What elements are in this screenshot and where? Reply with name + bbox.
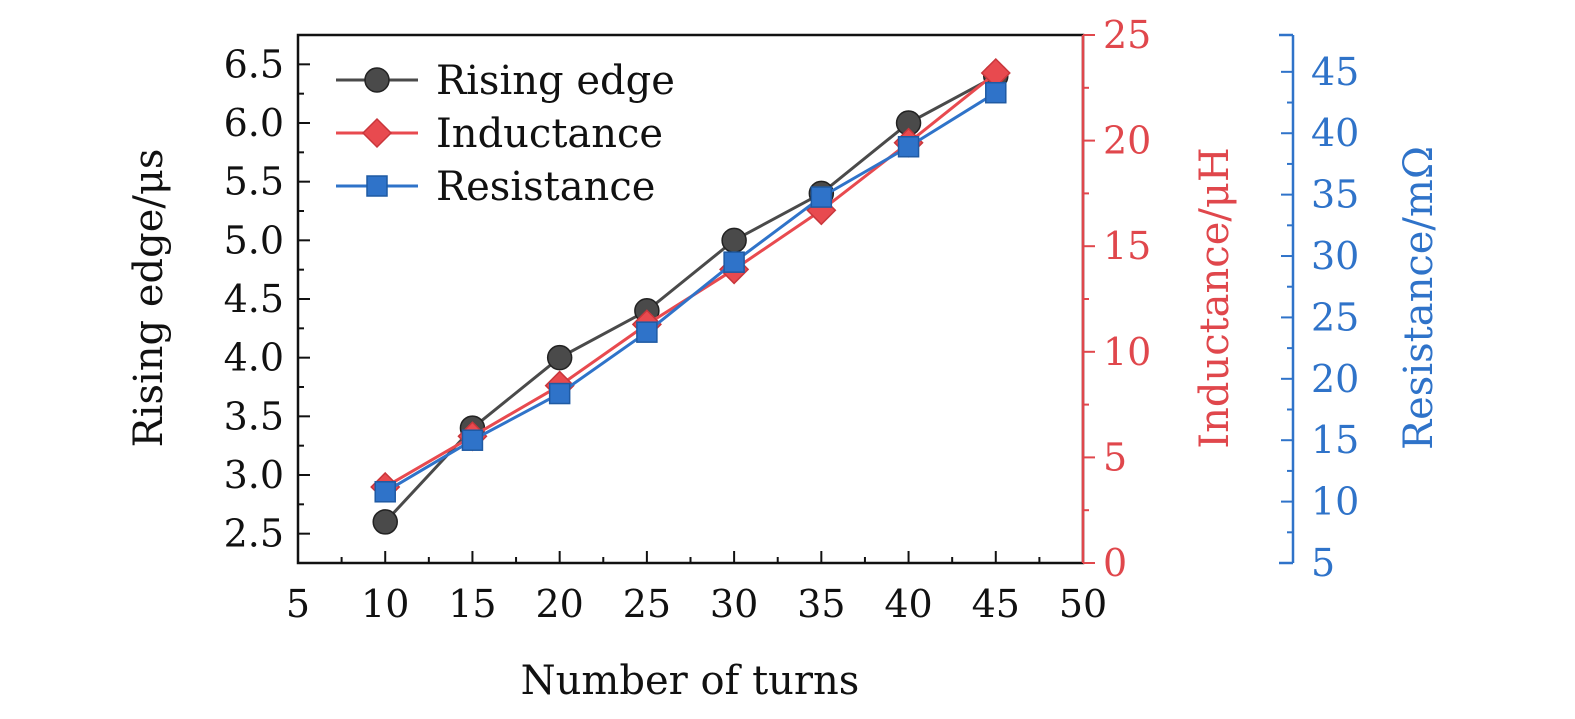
- y-axis-left-title: Rising edge/μs: [126, 149, 172, 448]
- series-layer: [370, 57, 1011, 535]
- y-left-tick-label: 3.5: [224, 394, 284, 438]
- y-inductance-tick-label: 20: [1103, 119, 1151, 163]
- y-left-tick-label: 4.5: [224, 277, 284, 321]
- y-resistance-tick-label: 30: [1311, 234, 1359, 278]
- resistance-line: [384, 91, 997, 494]
- y-inductance-tick-label: 25: [1103, 13, 1151, 57]
- y-resistance-tick-label: 40: [1311, 111, 1359, 155]
- x-axis-title: Number of turns: [521, 658, 860, 704]
- x-tick-label: 35: [797, 582, 845, 626]
- legend-resistance-marker: [366, 175, 388, 197]
- legend-inductance-marker: [361, 117, 393, 149]
- y-left-tick-label: 6.0: [224, 101, 284, 145]
- resistance-point: [897, 135, 920, 158]
- y-inductance-tick-label: 10: [1103, 330, 1151, 374]
- y-inductance-tick-label: 0: [1103, 541, 1127, 585]
- legend-rising-edge-marker: [364, 67, 390, 93]
- resistance-point: [548, 382, 571, 405]
- y-inductance-tick-label: 5: [1103, 435, 1127, 479]
- y-axis-resistance: 5 10 15 20 25 30 35 40 45: [1279, 33, 1359, 585]
- x-tick-label: 45: [972, 582, 1020, 626]
- rising-edge-line: [384, 74, 997, 523]
- legend-rising-edge-label: Rising edge: [436, 58, 675, 104]
- y-inductance-tick-label: 15: [1103, 224, 1151, 268]
- y-left-tick-label: 5.0: [224, 218, 284, 262]
- y-resistance-tick-label: 25: [1311, 295, 1359, 339]
- y-axis-resistance-title: Resistance/mΩ: [1396, 146, 1442, 450]
- resistance-point: [461, 429, 484, 451]
- resistance-point: [374, 481, 396, 503]
- y-left-tick-label: 5.5: [224, 160, 284, 204]
- resistance-point: [636, 321, 658, 343]
- x-tick-label: 30: [710, 582, 758, 626]
- y-left-tick-label: 2.5: [224, 512, 284, 556]
- y-resistance-tick-label: 20: [1311, 357, 1359, 401]
- rising-edge-point: [721, 227, 747, 254]
- x-tick-label: 40: [884, 582, 932, 626]
- x-tick-label: 50: [1059, 582, 1107, 626]
- y-resistance-tick-label: 10: [1311, 480, 1359, 524]
- y-resistance-tick-label: 15: [1311, 418, 1359, 462]
- resistance-point: [810, 186, 833, 208]
- y-resistance-tick-label: 45: [1311, 50, 1359, 94]
- x-tick-label: 20: [535, 582, 583, 626]
- x-axis: 5 10 15 20 25 30 35 40 45 50: [286, 551, 1107, 626]
- y-axis-left: 2.5 3.0 3.5 4.0 4.5 5.0 5.5 6.0 6.5: [224, 42, 310, 556]
- rising-edge-point: [546, 344, 573, 371]
- y-axis-inductance: 0 5 10 15 20 25: [1081, 13, 1151, 585]
- legend-inductance-label: Inductance: [436, 111, 663, 157]
- x-tick-label: 10: [361, 582, 409, 626]
- y-left-tick-label: 4.0: [224, 336, 284, 380]
- y-resistance-tick-label: 5: [1311, 541, 1335, 585]
- y-resistance-tick-label: 35: [1311, 173, 1359, 217]
- legend-resistance-label: Resistance: [436, 164, 655, 210]
- x-tick-label: 25: [623, 582, 671, 626]
- y-left-tick-label: 3.0: [224, 453, 284, 497]
- rising-edge-point: [372, 509, 398, 535]
- y-axis-inductance-title: Inductance/μH: [1192, 147, 1238, 448]
- legend: Rising edge Inductance Resistance: [336, 58, 675, 210]
- x-tick-label: 15: [448, 582, 496, 626]
- resistance-point: [985, 81, 1007, 104]
- resistance-point: [723, 251, 745, 273]
- x-tick-label: 5: [286, 582, 310, 626]
- y-left-tick-label: 6.5: [224, 42, 284, 86]
